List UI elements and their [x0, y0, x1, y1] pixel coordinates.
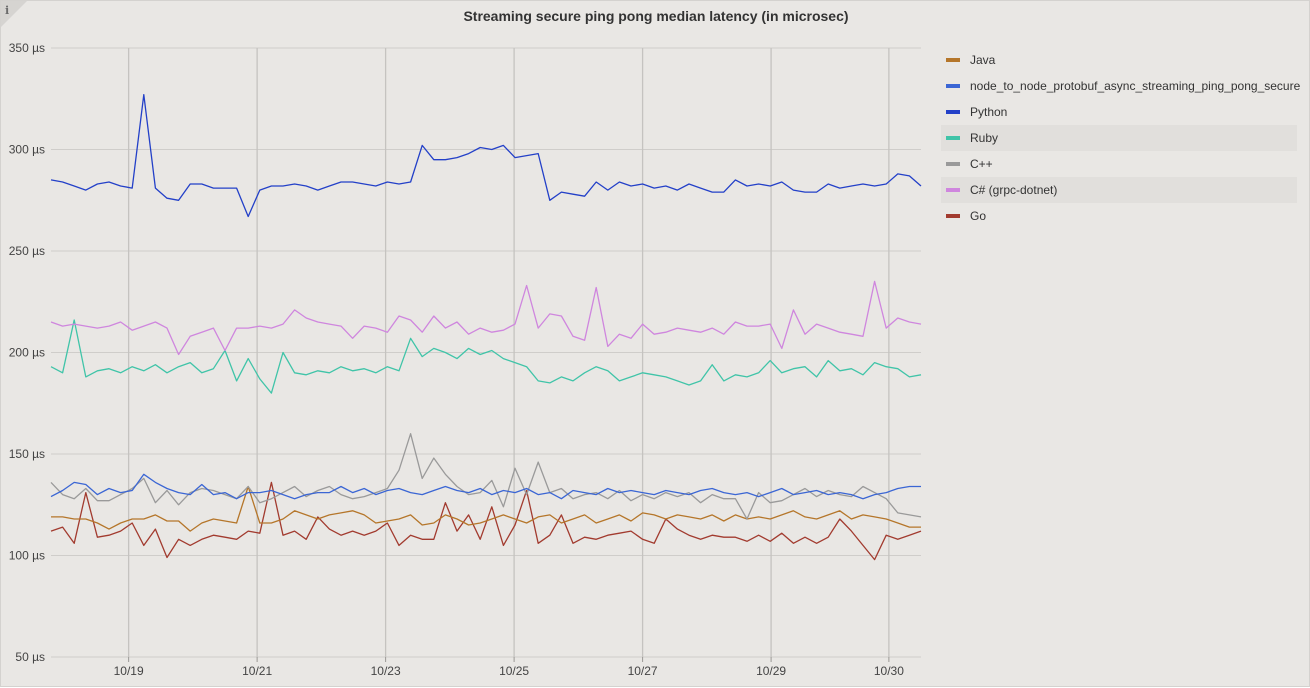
legend-label: Python	[970, 105, 1008, 119]
legend: Java node_to_node_protobuf_async_streamin…	[941, 47, 1301, 229]
legend-item[interactable]: C++	[941, 151, 1297, 177]
legend-item[interactable]: C# (grpc-dotnet)	[941, 177, 1297, 203]
x-tick-label: 10/21	[242, 664, 272, 678]
series-line	[50, 319, 922, 394]
x-tick-label: 10/29	[756, 664, 786, 678]
legend-swatch	[946, 214, 960, 218]
y-tick-label: 150 µs	[9, 447, 45, 461]
legend-label: C# (grpc-dotnet)	[970, 183, 1058, 197]
chart-title: Streaming secure ping pong median latenc…	[463, 8, 849, 24]
x-tick-label: 10/19	[114, 664, 144, 678]
series-line	[50, 94, 922, 218]
legend-item[interactable]: Go	[941, 203, 1297, 229]
y-tick-label: 200 µs	[9, 346, 45, 360]
series-line	[50, 280, 922, 356]
legend-swatch	[946, 136, 960, 140]
x-tick-label: 10/25	[499, 664, 529, 678]
y-tick-label: 50 µs	[15, 650, 45, 664]
y-tick-label: 250 µs	[9, 244, 45, 258]
info-icon[interactable]: i	[5, 4, 10, 17]
y-tick-label: 300 µs	[9, 143, 45, 157]
legend-swatch	[946, 110, 960, 114]
legend-label: Ruby	[970, 131, 999, 145]
legend-label: Go	[970, 209, 987, 223]
series-line	[50, 481, 922, 561]
legend-swatch	[946, 188, 960, 192]
legend-swatch	[946, 162, 960, 166]
legend-item[interactable]: Python	[941, 99, 1297, 125]
panel-corner	[1, 1, 27, 27]
series-line	[51, 485, 921, 532]
legend-item[interactable]: Java	[941, 47, 1297, 73]
legend-label: C++	[970, 157, 993, 171]
y-tick-label: 100 µs	[9, 549, 45, 563]
series-line	[50, 473, 921, 500]
series-line	[50, 433, 922, 520]
legend-item[interactable]: Ruby	[941, 125, 1297, 151]
legend-label: node_to_node_protobuf_async_streaming_pi…	[970, 79, 1301, 93]
legend-swatch	[946, 84, 960, 88]
legend-item[interactable]: node_to_node_protobuf_async_streaming_pi…	[941, 73, 1301, 99]
y-tick-label: 350 µs	[9, 41, 45, 55]
x-tick-label: 10/30	[874, 664, 904, 678]
legend-swatch	[946, 58, 960, 62]
legend-label: Java	[970, 53, 996, 67]
x-tick-label: 10/27	[628, 664, 658, 678]
x-tick-label: 10/23	[371, 664, 401, 678]
